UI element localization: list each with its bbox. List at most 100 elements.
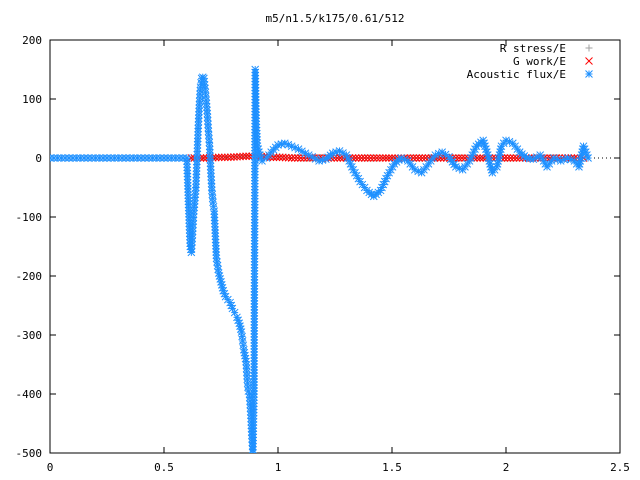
data-point — [455, 154, 463, 162]
legend-marker — [585, 57, 593, 65]
data-point — [214, 153, 223, 162]
y-tick-label: 0 — [35, 152, 42, 165]
data-point — [584, 154, 592, 162]
data-point — [230, 153, 238, 161]
data-point — [461, 154, 469, 162]
y-tick-label: -300 — [16, 329, 43, 342]
data-point — [379, 154, 387, 162]
data-point — [84, 154, 92, 162]
data-point — [72, 154, 81, 162]
y-tick-label: 100 — [22, 93, 42, 106]
plot-frame — [49, 39, 621, 454]
data-point — [360, 154, 369, 162]
data-point — [354, 154, 363, 162]
data-point — [141, 154, 149, 162]
data-point — [203, 116, 212, 125]
data-point — [99, 154, 108, 162]
data-point — [509, 154, 518, 162]
x-tick-label: 0.5 — [154, 461, 174, 474]
data-point — [281, 153, 290, 162]
data-point — [223, 153, 232, 162]
data-point — [290, 154, 299, 162]
data-point — [485, 157, 494, 165]
y-tick-label: -400 — [16, 388, 43, 401]
data-point — [175, 154, 184, 162]
chart-title: m5/n1.5/k175/0.61/512 — [265, 12, 404, 25]
data-point — [409, 154, 418, 162]
data-point — [171, 154, 180, 162]
x-tick-label: 2.5 — [610, 461, 630, 474]
data-point — [388, 162, 397, 171]
data-point — [506, 154, 515, 162]
data-point — [357, 154, 366, 162]
y-tick-label: 200 — [22, 34, 42, 47]
series-layer — [50, 65, 592, 453]
x-tick-label: 1.5 — [382, 461, 402, 474]
data-point — [287, 154, 296, 162]
data-point — [482, 148, 491, 156]
data-point — [217, 153, 226, 162]
x-tick-label: 1 — [275, 461, 282, 474]
data-point — [465, 157, 474, 165]
data-point — [421, 154, 430, 162]
data-point — [163, 154, 172, 162]
data-point — [137, 154, 146, 162]
data-point — [199, 154, 208, 162]
data-point — [110, 154, 119, 162]
data-point — [299, 154, 308, 162]
y-tick-label: -100 — [16, 211, 43, 224]
x-tick-label: 2 — [503, 461, 510, 474]
axis-ticks: 0 0.5 1 1.5 2 2.5 200 100 0 -100 -200 -300 -400 -500 — [16, 34, 630, 474]
data-point — [91, 154, 100, 162]
legend-label: R stress/E — [500, 42, 566, 55]
data-point — [476, 154, 485, 162]
data-point — [103, 154, 111, 162]
data-point — [366, 154, 375, 162]
data-point — [500, 154, 509, 162]
data-point — [76, 154, 85, 162]
series-2 — [50, 65, 592, 453]
data-point — [65, 154, 73, 162]
data-point — [415, 154, 424, 162]
data-point — [242, 361, 251, 369]
data-point — [369, 154, 378, 162]
data-point — [293, 154, 302, 162]
legend-label: Acoustic flux/E — [467, 68, 566, 81]
legend-marker — [585, 44, 593, 52]
data-point — [236, 152, 244, 161]
data-point — [397, 154, 405, 162]
data-point — [239, 152, 247, 161]
data-point — [351, 154, 360, 162]
x-tick-label: 0 — [47, 461, 54, 474]
data-point — [412, 154, 421, 162]
data-point — [242, 152, 250, 161]
data-point — [68, 154, 77, 162]
data-point — [233, 152, 241, 161]
data-point — [372, 154, 381, 162]
data-point — [494, 157, 503, 165]
data-point — [238, 332, 246, 341]
data-point — [480, 139, 488, 148]
data-point — [50, 154, 58, 162]
y-tick-label: -500 — [16, 447, 43, 460]
data-point — [343, 154, 352, 162]
data-point — [258, 157, 266, 165]
legend-marker — [585, 70, 593, 78]
data-point — [382, 154, 390, 162]
data-point — [418, 154, 427, 162]
data-point — [473, 154, 481, 162]
data-point — [204, 120, 212, 129]
data-point — [87, 154, 96, 162]
data-point — [239, 345, 248, 354]
data-point — [512, 154, 521, 162]
data-point — [375, 154, 384, 162]
data-point — [61, 154, 70, 162]
data-point — [275, 153, 284, 162]
data-point — [203, 113, 212, 122]
data-point — [503, 154, 512, 162]
y-tick-label: -200 — [16, 270, 43, 283]
data-point — [227, 153, 235, 162]
plot-area — [49, 39, 621, 454]
